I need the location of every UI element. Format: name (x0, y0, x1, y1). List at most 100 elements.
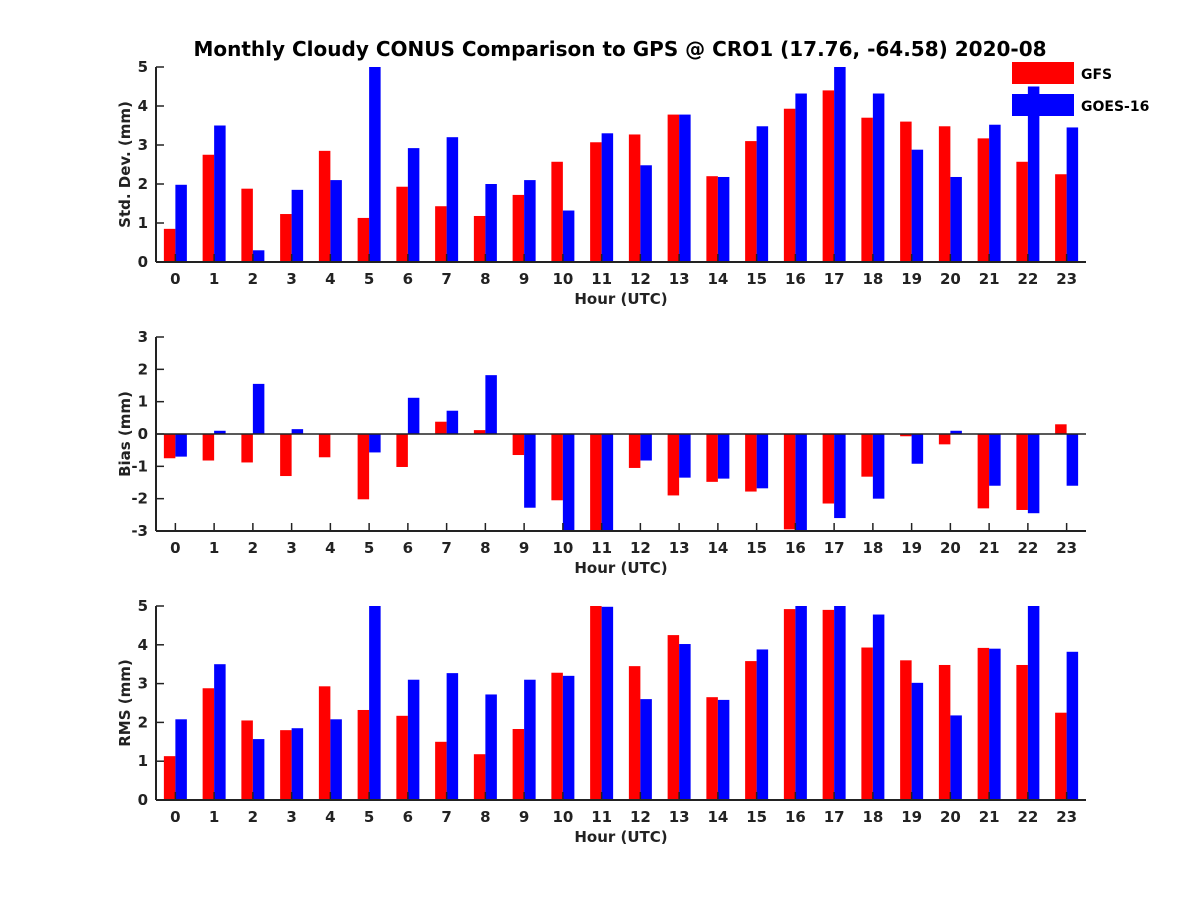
x-tick-label: 19 (901, 270, 922, 288)
x-tick-label: 21 (979, 539, 1000, 557)
y-tick-label: 2 (138, 175, 148, 193)
x-tick-label: 10 (552, 808, 573, 826)
bar-gfs-hour-2 (241, 720, 253, 800)
x-tick-label: 6 (403, 539, 413, 557)
bar-goes16-hour-13 (679, 114, 691, 262)
bar-gfs-hour-21 (977, 434, 990, 509)
bar-goes16-hour-14 (717, 699, 730, 800)
bar-gfs-hour-13 (667, 114, 680, 262)
bar-goes16-hour-7 (446, 410, 459, 434)
x-tick-label: 12 (630, 808, 651, 826)
x-tick-label: 22 (1017, 270, 1038, 288)
x-tick-label: 9 (519, 270, 529, 288)
x-tick-label: 11 (591, 808, 612, 826)
y-tick-label: 1 (138, 752, 148, 770)
bar-gfs-hour-16 (783, 609, 796, 800)
bar-gfs-hour-15 (745, 141, 757, 262)
x-tick-label: 9 (519, 808, 529, 826)
legend-label-gfs: GFS (1081, 67, 1112, 83)
bar-goes16-hour-17 (834, 434, 846, 519)
bar-gfs-hour-14 (706, 176, 718, 262)
bar-goes16-hour-16 (795, 606, 807, 800)
x-tick-label: 5 (364, 539, 374, 557)
bar-gfs-hour-11 (590, 434, 602, 531)
bar-goes16-hour-2 (252, 250, 265, 262)
bar-goes16-hour-1 (214, 125, 226, 262)
bar-gfs-hour-18 (861, 647, 873, 800)
bar-gfs-hour-4 (318, 434, 331, 458)
y-tick-label: 3 (138, 136, 148, 154)
bar-goes16-hour-13 (679, 644, 691, 800)
bar-gfs-hour-23 (1055, 424, 1067, 434)
bar-gfs-hour-11 (590, 606, 602, 800)
bar-gfs-hour-19 (900, 121, 912, 262)
bar-goes16-hour-2 (252, 383, 265, 434)
y-axis-label: Bias (mm) (116, 391, 134, 477)
bar-goes16-hour-15 (756, 126, 769, 262)
bar-goes16-hour-8 (485, 694, 497, 800)
bar-goes16-hour-19 (911, 682, 924, 800)
x-tick-label: 10 (552, 270, 573, 288)
bar-goes16-hour-6 (407, 397, 420, 434)
bar-gfs-hour-22 (1016, 161, 1028, 262)
bar-goes16-hour-20 (950, 430, 962, 434)
bar-gfs-hour-17 (822, 90, 835, 263)
x-tick-label: 17 (824, 270, 845, 288)
bar-gfs-hour-9 (512, 728, 525, 800)
bar-goes16-hour-3 (291, 189, 304, 262)
x-tick-label: 20 (940, 539, 961, 557)
x-tick-label: 7 (441, 270, 451, 288)
bar-goes16-hour-21 (989, 648, 1001, 800)
bar-goes16-hour-15 (756, 649, 769, 800)
y-tick-label: 5 (138, 597, 148, 615)
bar-gfs-hour-8 (473, 430, 486, 434)
x-tick-label: 13 (669, 270, 690, 288)
bar-goes16-hour-5 (369, 606, 381, 800)
bar-gfs-hour-16 (783, 108, 796, 262)
x-tick-label: 0 (170, 270, 180, 288)
bar-goes16-hour-11 (601, 606, 614, 800)
x-tick-label: 0 (170, 539, 180, 557)
bar-goes16-hour-4 (330, 180, 342, 262)
bar-goes16-hour-10 (562, 434, 575, 531)
x-tick-label: 1 (209, 539, 219, 557)
x-tick-label: 17 (824, 808, 845, 826)
bar-goes16-hour-1 (214, 430, 226, 434)
bar-goes16-hour-23 (1066, 434, 1079, 486)
bar-gfs-hour-20 (938, 126, 951, 262)
x-tick-label: 23 (1056, 270, 1077, 288)
bar-gfs-hour-10 (551, 434, 563, 501)
x-tick-label: 6 (403, 808, 413, 826)
x-tick-label: 10 (552, 539, 573, 557)
x-tick-label: 15 (746, 808, 767, 826)
bar-goes16-hour-11 (601, 434, 614, 531)
bar-goes16-hour-10 (562, 675, 575, 800)
x-tick-label: 4 (325, 808, 335, 826)
y-tick-label: 5 (138, 58, 148, 76)
bar-goes16-hour-23 (1066, 651, 1079, 800)
bar-gfs-hour-3 (280, 730, 292, 800)
bar-gfs-hour-4 (318, 150, 331, 262)
bar-goes16-hour-18 (872, 614, 885, 800)
bar-goes16-hour-5 (369, 67, 381, 262)
y-tick-label: -2 (131, 490, 148, 508)
bar-goes16-hour-15 (756, 434, 769, 489)
y-tick-label: 1 (138, 393, 148, 411)
bar-gfs-hour-6 (396, 715, 408, 800)
x-tick-label: 8 (480, 539, 490, 557)
bar-gfs-hour-10 (551, 672, 563, 800)
bar-gfs-hour-12 (628, 134, 641, 262)
x-tick-label: 21 (979, 270, 1000, 288)
y-tick-label: 2 (138, 360, 148, 378)
bar-goes16-hour-17 (834, 67, 846, 262)
x-tick-label: 7 (441, 539, 451, 557)
x-tick-label: 15 (746, 270, 767, 288)
x-tick-label: 23 (1056, 808, 1077, 826)
bar-goes16-hour-9 (524, 679, 536, 800)
bar-goes16-hour-17 (834, 606, 846, 800)
x-tick-label: 18 (862, 270, 883, 288)
legend-label-goes-16: GOES-16 (1081, 99, 1149, 115)
bar-goes16-hour-18 (872, 93, 885, 263)
